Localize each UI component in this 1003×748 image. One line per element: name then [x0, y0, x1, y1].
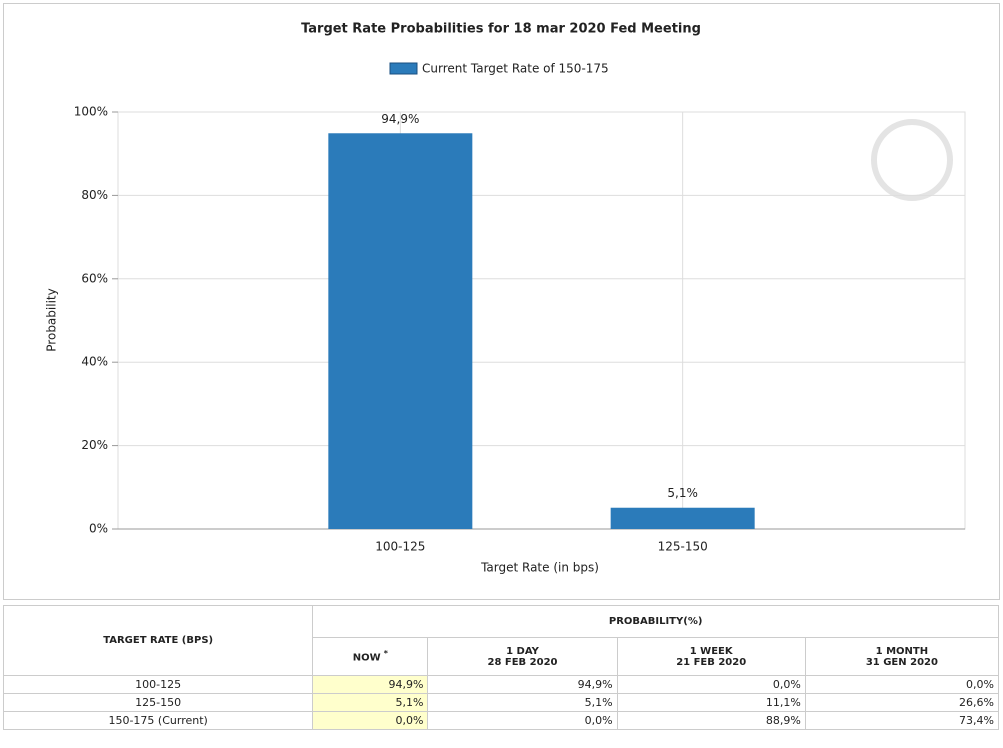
probability-cell: 73,4% [804, 711, 1000, 730]
rate-cell: 150-175 (Current) [2, 711, 314, 730]
subheader-row: NOW * 1 DAY 28 FEB 2020 1 WEEK 21 FEB 2020 1 M… [4, 637, 1000, 676]
chart-panel [3, 3, 1000, 600]
rate-header: TARGET RATE (BPS) [2, 605, 314, 676]
x-tick-label: 100-125 [375, 540, 425, 554]
x-axis-label: Target Rate (in bps) [480, 561, 599, 575]
probability-cell: 0,0% [427, 711, 618, 730]
rate-cell: 100-125 [2, 675, 314, 694]
probability-cell: 88,9% [616, 711, 806, 730]
chart-title: Target Rate Probabilities for 18 mar 202… [301, 22, 701, 37]
column-label: NOW [352, 652, 381, 664]
watermark [871, 119, 953, 201]
legend-swatch [389, 62, 418, 75]
value-label: 5,1% [667, 486, 698, 500]
probability-cell: 5,1% [427, 693, 618, 712]
column-label: 1 DAY [506, 645, 539, 657]
column-date: 21 FEB 2020 [676, 656, 747, 668]
y-axis-label: Probability [45, 288, 59, 351]
data-row: 125-150 5,1% 5,1% 11,1% 26,6% [2, 693, 1000, 712]
probability-cell: 11,1% [616, 693, 806, 712]
probability-cell: 5,1% [312, 693, 429, 712]
column-header: NOW * [312, 637, 429, 676]
probability-cell: 0,0% [312, 711, 429, 730]
data-row: 100-125 94,9% 94,9% 0,0% 0,0% [2, 675, 1000, 694]
data-row: 150-175 (Current) 0,0% 0,0% 88,9% 73,4% [2, 711, 1000, 730]
probability-cell: 0,0% [616, 675, 806, 694]
y-tick-label: 40% [81, 355, 108, 369]
column-note: * [383, 649, 388, 659]
probability-cell: 26,6% [804, 693, 1000, 712]
y-tick-label: 80% [81, 188, 108, 202]
chart: Target Rate Probabilities for 18 mar 202… [45, 22, 966, 575]
probability-cell: 0,0% [804, 675, 1000, 694]
probability-cell: 94,9% [312, 675, 429, 694]
y-tick-label: 60% [81, 271, 108, 285]
column-label: 1 MONTH [875, 645, 929, 657]
column-label: 1 WEEK [689, 645, 733, 657]
rate-cell: 125-150 [2, 693, 314, 712]
column-date: 31 GEN 2020 [865, 656, 938, 668]
value-label: 94,9% [381, 112, 419, 126]
bar [328, 133, 473, 529]
x-tick-label: 125-150 [658, 540, 708, 554]
probability-header: PROBABILITY(%) [312, 605, 999, 638]
column-header: 1 WEEK 21 FEB 2020 [616, 637, 806, 676]
column-date: 28 FEB 2020 [487, 656, 558, 668]
header-row: TARGET RATE (BPS) PROBABILITY(%) [2, 605, 999, 676]
y-tick-label: 20% [81, 438, 108, 452]
column-header: 1 DAY 28 FEB 2020 [427, 637, 618, 676]
legend-label: Current Target Rate of 150-175 [422, 62, 609, 76]
y-tick-label: 100% [74, 105, 108, 119]
y-tick-label: 0% [89, 522, 108, 536]
bar [610, 507, 755, 529]
probability-table: TARGET RATE (BPS) PROBABILITY(%) NOW * 1 DAY… [2, 605, 1000, 730]
probability-cell: 94,9% [427, 675, 618, 694]
plot-area [117, 111, 966, 530]
column-header: 1 MONTH 31 GEN 2020 [804, 637, 1000, 676]
